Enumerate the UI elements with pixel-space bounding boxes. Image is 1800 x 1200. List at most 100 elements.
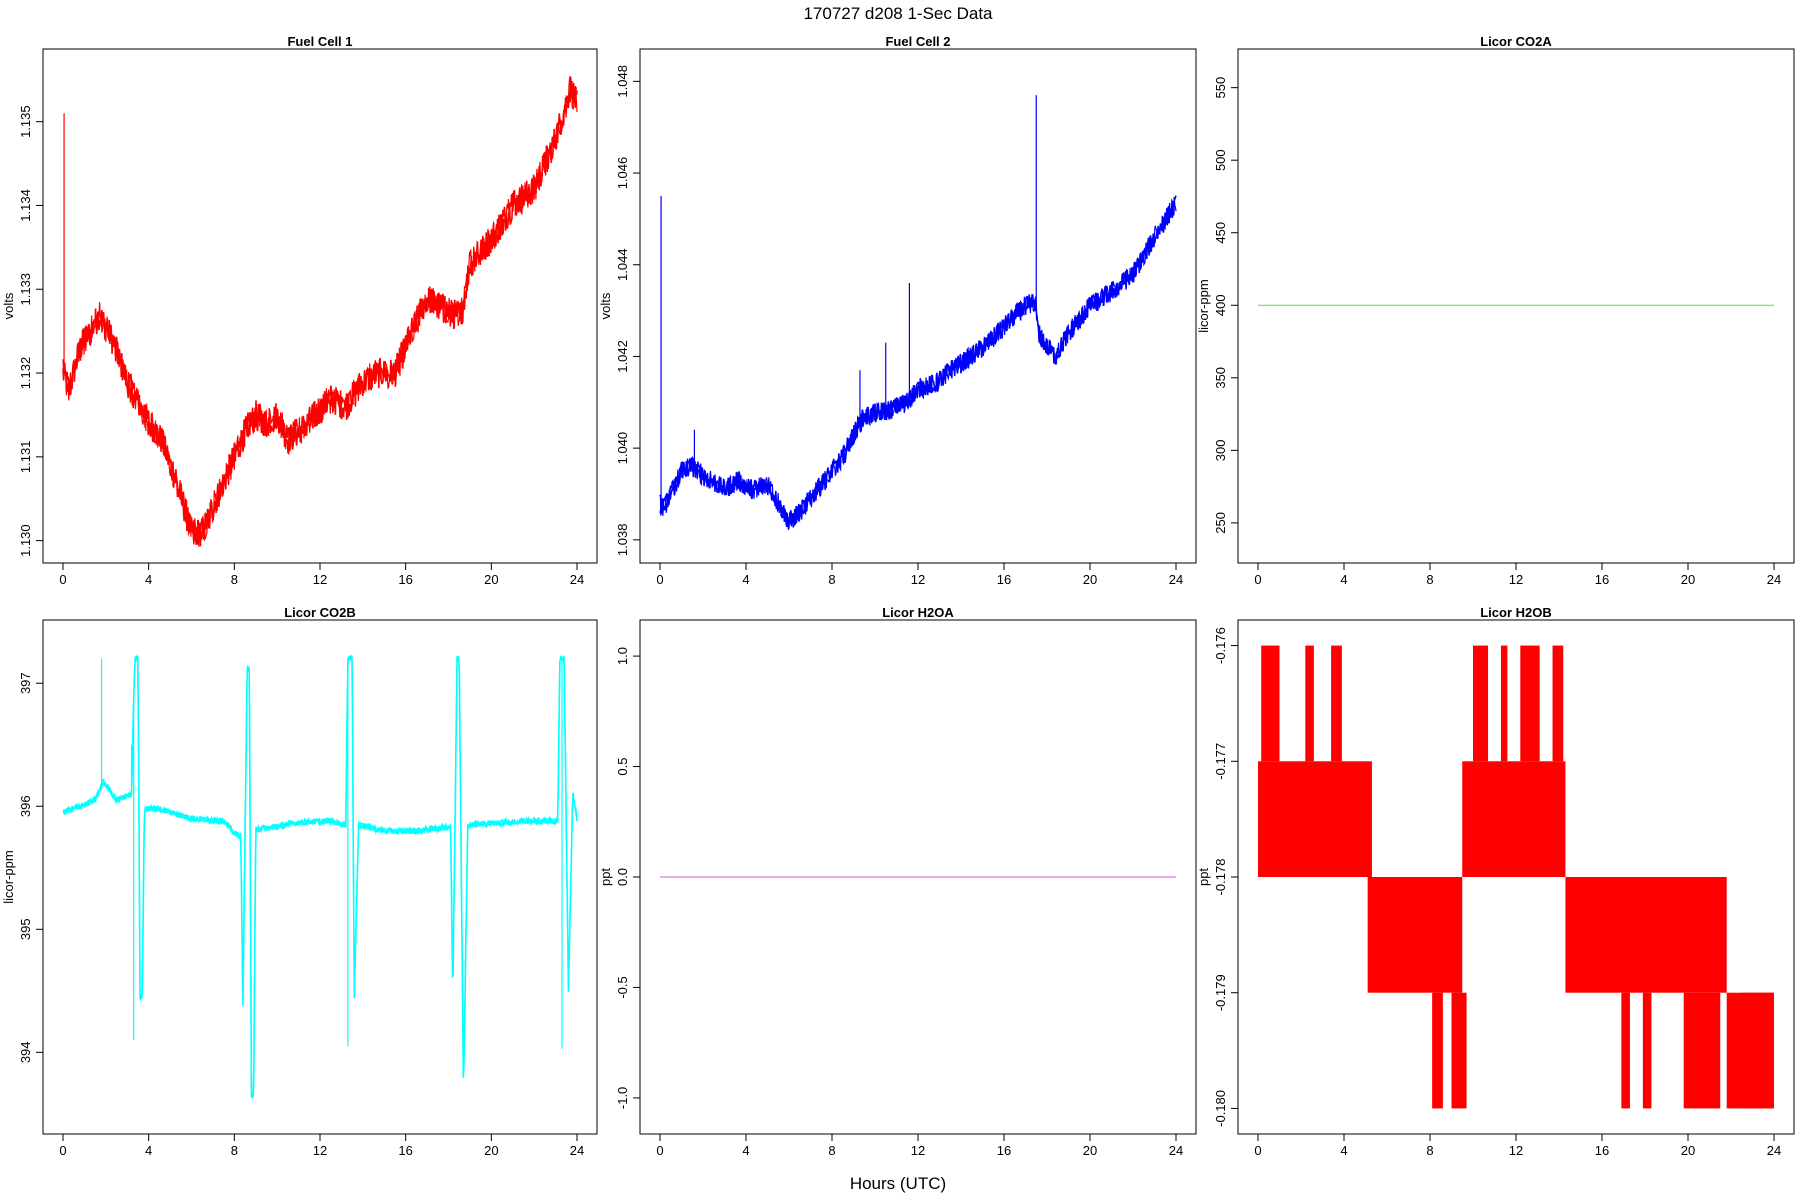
data-band (1331, 645, 1342, 762)
panel-title: Licor H2OA (882, 605, 954, 620)
y-axis-label: licor-ppm (1196, 279, 1211, 332)
x-tick-label: 20 (484, 1143, 498, 1158)
x-tick-label: 8 (1426, 572, 1433, 587)
x-tick-label: 12 (313, 1143, 327, 1158)
x-tick-label: 16 (997, 1143, 1011, 1158)
y-tick-label: 396 (18, 795, 33, 817)
data-band (1565, 877, 1727, 993)
x-tick-label: 16 (997, 572, 1011, 587)
x-tick-label: 0 (1254, 572, 1261, 587)
data-band (1261, 645, 1280, 762)
panel-licor-h2ob: Licor H2OB ppt 0 4 8 12 16 20 24 -0.180 -0.179 -0.1… (1196, 605, 1795, 1158)
y-axis-label: volts (1, 292, 16, 319)
x-tick-label: 20 (1681, 1143, 1695, 1158)
series-noise-fuel-cell-2 (659, 197, 1177, 531)
x-tick-label: 16 (1595, 572, 1609, 587)
x-tick-label: 0 (656, 1143, 663, 1158)
x-tick-label: 4 (742, 1143, 749, 1158)
plot-frame (42, 619, 598, 1135)
y-tick-label: 1.040 (615, 432, 630, 465)
y-tick-label: 350 (1213, 367, 1228, 389)
x-tick-label: 12 (911, 572, 925, 587)
data-band (1432, 992, 1443, 1109)
x-tick-label: 24 (570, 1143, 584, 1158)
y-tick-label: 1.048 (615, 65, 630, 98)
y-tick-label: 1.038 (615, 524, 630, 557)
x-tick-label: 4 (145, 1143, 152, 1158)
x-tick-label: 20 (1681, 572, 1695, 587)
y-tick-label: -0.176 (1213, 627, 1228, 664)
x-tick-label: 4 (1340, 1143, 1347, 1158)
y-tick-label: -1.0 (615, 1087, 630, 1109)
data-band (1642, 992, 1652, 1109)
series-line-licor-co2b (62, 654, 578, 1100)
x-tick-label: 0 (59, 572, 66, 587)
data-band (1305, 645, 1314, 762)
x-tick-label: 12 (1509, 572, 1523, 587)
x-tick-label: 12 (313, 572, 327, 587)
series-noise-licor-co2b (62, 655, 578, 1098)
y-tick-label: 0.0 (615, 868, 630, 886)
y-tick-label: 1.132 (18, 357, 33, 390)
data-band (1552, 645, 1564, 762)
data-band (1683, 992, 1721, 1109)
data-band (1500, 645, 1508, 762)
y-axis-label: ppt (1196, 868, 1211, 886)
figure-title: 170727 d208 1-Sec Data (803, 4, 993, 23)
x-tick-label: 16 (1595, 1143, 1609, 1158)
data-band (1741, 992, 1774, 1109)
panel-licor-h2oa: Licor H2OA ppt 0 4 8 12 16 20 24 -1.0 -0.5 0.0 0.5 1.… (598, 605, 1197, 1158)
y-tick-label: 1.046 (615, 157, 630, 190)
data-band (1473, 645, 1489, 762)
data-band (1451, 992, 1467, 1109)
x-tick-label: 4 (742, 572, 749, 587)
series-line-fuel-cell-2 (659, 195, 1177, 529)
y-tick-label: 395 (18, 918, 33, 940)
y-tick-label: 1.133 (18, 273, 33, 306)
x-tick-label: 4 (1340, 572, 1347, 587)
x-tick-label: 8 (231, 1143, 238, 1158)
x-tick-label: 8 (231, 572, 238, 587)
y-axis-label: licor-ppm (1, 850, 16, 903)
panel-fuel-cell-2: Fuel Cell 2 volts 0 4 8 12 16 20 24 1.038 1.040 1.0… (598, 34, 1197, 587)
panel-title: Licor H2OB (1480, 605, 1552, 620)
y-tick-label: 397 (18, 672, 33, 694)
y-axis-label: ppt (598, 868, 613, 886)
y-tick-label: 1.131 (18, 441, 33, 474)
x-tick-label: 12 (911, 1143, 925, 1158)
y-tick-label: 400 (1213, 294, 1228, 316)
x-tick-label: 8 (828, 1143, 835, 1158)
x-tick-label: 24 (1767, 572, 1781, 587)
x-tick-label: 8 (1426, 1143, 1433, 1158)
data-band (1258, 761, 1372, 877)
y-tick-label: 250 (1213, 512, 1228, 534)
x-tick-label: 4 (145, 572, 152, 587)
y-tick-label: 500 (1213, 149, 1228, 171)
x-tick-label: 20 (1083, 572, 1097, 587)
y-tick-label: 1.042 (615, 340, 630, 373)
y-tick-label: 1.135 (18, 105, 33, 138)
y-tick-label: 1.044 (615, 248, 630, 281)
panel-title: Licor CO2A (1480, 34, 1552, 49)
x-tick-label: 24 (1767, 1143, 1781, 1158)
panel-fuel-cell-1: Fuel Cell 1 volts 0 4 8 12 16 20 24 1.130 1.131 1.1… (1, 34, 598, 587)
y-tick-label: 300 (1213, 439, 1228, 461)
data-band (1367, 877, 1463, 993)
x-tick-label: 0 (59, 1143, 66, 1158)
panel-licor-co2b: Licor CO2B licor-ppm 0 4 8 12 16 20 24 394 395 396 3… (1, 605, 598, 1158)
y-tick-label: -0.5 (615, 976, 630, 998)
x-tick-label: 16 (398, 572, 412, 587)
x-tick-label: 24 (570, 572, 584, 587)
x-tick-label: 20 (484, 572, 498, 587)
data-band (1520, 645, 1540, 762)
x-tick-label: 12 (1509, 1143, 1523, 1158)
y-tick-label: 1.0 (615, 647, 630, 665)
y-tick-label: 550 (1213, 77, 1228, 99)
y-tick-label: 1.134 (18, 189, 33, 222)
y-tick-label: 1.130 (18, 524, 33, 557)
figure-xlabel: Hours (UTC) (850, 1174, 946, 1193)
data-band (1621, 992, 1630, 1109)
x-tick-label: 8 (828, 572, 835, 587)
plot-frame (42, 48, 598, 564)
series-line-fuel-cell-1 (62, 76, 578, 547)
